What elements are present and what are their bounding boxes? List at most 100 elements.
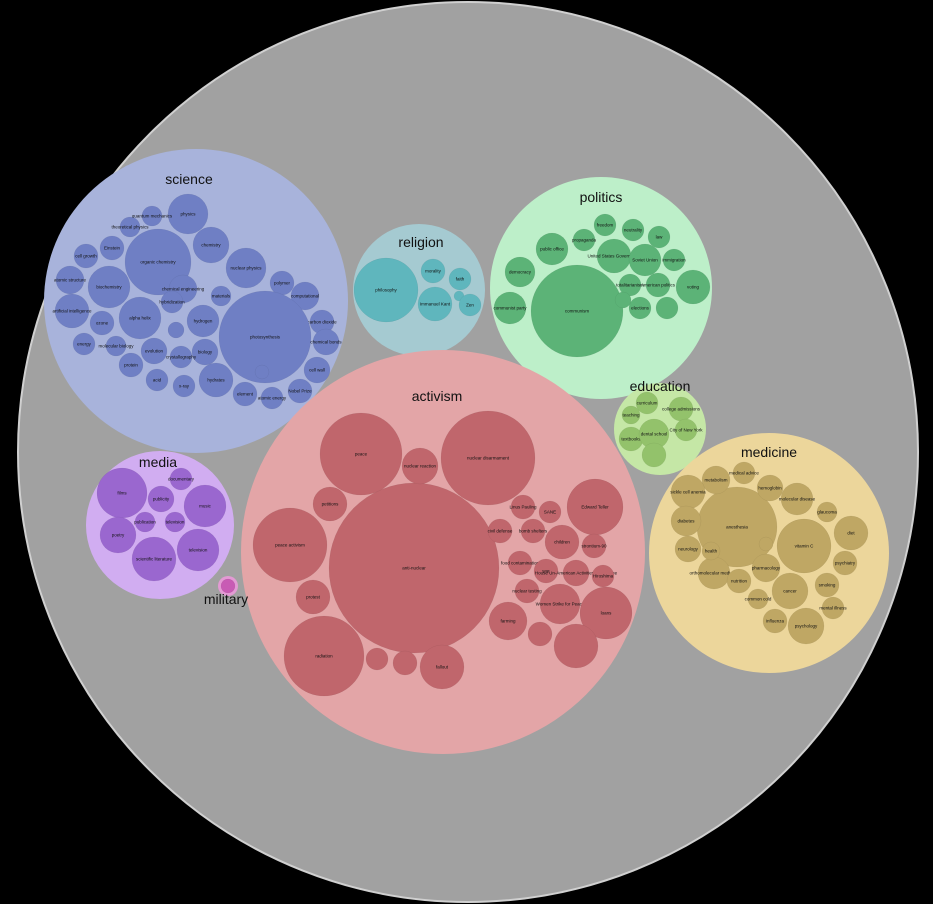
node-peace[interactable] bbox=[365, 647, 389, 671]
node-psychiatry[interactable] bbox=[832, 550, 858, 576]
node-sane[interactable] bbox=[538, 500, 562, 524]
node-computational[interactable] bbox=[290, 281, 320, 311]
category-circle-religion[interactable] bbox=[353, 224, 485, 356]
node-american-politics[interactable] bbox=[645, 272, 671, 298]
node-public-office[interactable] bbox=[535, 232, 569, 266]
node-civil-defense[interactable] bbox=[487, 518, 513, 544]
node-crystallography[interactable] bbox=[169, 345, 193, 369]
node-elections[interactable] bbox=[628, 296, 652, 320]
node-food-contamination[interactable] bbox=[507, 550, 533, 576]
node-glaucoma[interactable] bbox=[816, 501, 838, 523]
node-element[interactable] bbox=[232, 381, 258, 407]
node-neurology[interactable] bbox=[674, 535, 702, 563]
node-pharmacology[interactable] bbox=[751, 553, 781, 583]
node-bomb-shelters[interactable] bbox=[520, 518, 546, 544]
node-metabolism[interactable] bbox=[701, 465, 731, 495]
node-publicity[interactable] bbox=[147, 485, 175, 513]
node-communism[interactable] bbox=[655, 296, 679, 320]
node-psychology[interactable] bbox=[787, 607, 825, 645]
node-biology[interactable] bbox=[191, 338, 219, 366]
node-war[interactable] bbox=[533, 558, 559, 584]
node-nuclear-reaction[interactable] bbox=[392, 650, 418, 676]
node-hybridization[interactable] bbox=[160, 290, 184, 314]
node-neutrality[interactable] bbox=[621, 218, 645, 242]
node-cell-growth[interactable] bbox=[73, 243, 99, 269]
node-morality[interactable] bbox=[420, 258, 446, 284]
node-television[interactable] bbox=[176, 528, 220, 572]
node-photosynthesis[interactable] bbox=[218, 290, 312, 384]
node-loans[interactable] bbox=[579, 586, 633, 640]
node-chemistry[interactable] bbox=[192, 226, 230, 264]
node-teaching[interactable] bbox=[621, 405, 641, 425]
node-music[interactable] bbox=[183, 484, 227, 528]
node-documentary[interactable] bbox=[169, 467, 193, 491]
node-voting[interactable] bbox=[675, 269, 711, 305]
node-peace-activism[interactable] bbox=[252, 507, 328, 583]
node-common-cold[interactable] bbox=[747, 588, 769, 610]
node-hydrates[interactable] bbox=[198, 362, 234, 398]
node-x-ray[interactable] bbox=[172, 374, 196, 398]
node-immanuel-kant[interactable] bbox=[417, 286, 453, 322]
node-children[interactable] bbox=[544, 524, 580, 560]
node-atomic-structure[interactable] bbox=[55, 265, 85, 295]
node-einstein[interactable] bbox=[99, 235, 125, 261]
node-poetry[interactable] bbox=[99, 516, 137, 554]
node-propaganda[interactable] bbox=[572, 228, 596, 252]
node-biochemistry[interactable] bbox=[87, 265, 131, 309]
node-cancer[interactable] bbox=[771, 572, 809, 610]
node-law[interactable] bbox=[647, 225, 671, 249]
node-scientific-literature[interactable] bbox=[131, 536, 177, 582]
node-materials[interactable] bbox=[210, 285, 232, 307]
node-petitions[interactable] bbox=[312, 486, 348, 522]
node-nobel-prize[interactable] bbox=[287, 378, 313, 404]
node-strontium-90[interactable] bbox=[581, 533, 607, 559]
node-peace[interactable] bbox=[319, 412, 403, 496]
node-genetics[interactable] bbox=[254, 364, 270, 380]
node-evolution[interactable] bbox=[140, 337, 168, 365]
node-protein[interactable] bbox=[118, 352, 144, 378]
node-protest[interactable] bbox=[295, 579, 331, 615]
node-communist-party[interactable] bbox=[493, 291, 527, 325]
node-linus-pauling[interactable] bbox=[510, 494, 536, 520]
node-cell-wall[interactable] bbox=[303, 356, 331, 384]
node-radiation[interactable] bbox=[283, 615, 365, 697]
node-city-of-new-york[interactable] bbox=[674, 418, 698, 442]
node-house-un-american-activities-committee[interactable] bbox=[562, 559, 590, 587]
node-diet[interactable] bbox=[833, 515, 869, 551]
node-alpha-helix[interactable] bbox=[118, 296, 162, 340]
node-theoretical-physics[interactable] bbox=[119, 216, 141, 238]
node-immigration[interactable] bbox=[662, 248, 686, 272]
node-mental-illness[interactable] bbox=[821, 596, 845, 620]
node-molecular-disease[interactable] bbox=[780, 482, 814, 516]
node-women-strike-for-peace[interactable] bbox=[539, 583, 581, 625]
node-energy[interactable] bbox=[72, 332, 96, 356]
node-artificial-intelligence[interactable] bbox=[54, 293, 90, 329]
node-nutrition[interactable] bbox=[726, 568, 752, 594]
node-atomic-energy[interactable] bbox=[260, 386, 284, 410]
node-nuclear-reaction[interactable] bbox=[401, 447, 439, 485]
node-nuclear-disarmament[interactable] bbox=[527, 621, 553, 647]
node-chemical-bonds[interactable] bbox=[312, 328, 340, 356]
node-diabetes[interactable] bbox=[670, 505, 702, 537]
node-television[interactable] bbox=[164, 511, 186, 533]
node-philosophy[interactable] bbox=[353, 257, 419, 323]
node-freedom[interactable] bbox=[593, 213, 617, 237]
node-smoking[interactable] bbox=[814, 572, 840, 598]
node-quantum-mechanics[interactable] bbox=[141, 205, 163, 227]
node-curriculum[interactable] bbox=[635, 391, 659, 415]
node-military[interactable] bbox=[220, 578, 236, 594]
node-democracy[interactable] bbox=[504, 256, 536, 288]
node-ozone[interactable] bbox=[89, 310, 115, 336]
node-curriculum[interactable] bbox=[641, 442, 667, 468]
node-nuclear-testing[interactable] bbox=[514, 578, 540, 604]
node-medical-advice[interactable] bbox=[732, 461, 756, 485]
node-vitamin-c[interactable] bbox=[776, 518, 832, 574]
node-anti-nuclear[interactable] bbox=[328, 482, 500, 654]
node-anti-nuclear[interactable] bbox=[553, 623, 599, 669]
node-hiroshima[interactable] bbox=[591, 564, 615, 588]
node-molecular-biology[interactable] bbox=[105, 335, 127, 357]
node-totalitarianism[interactable] bbox=[618, 273, 642, 297]
node-hydrogen[interactable] bbox=[186, 304, 220, 338]
node-vitamins[interactable] bbox=[758, 536, 774, 552]
node-nuclear-energy[interactable] bbox=[167, 321, 185, 339]
